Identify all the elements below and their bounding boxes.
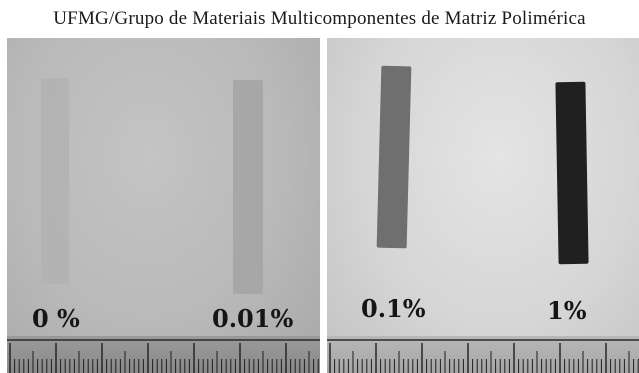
photo-panel-left: 0 % 0.01% [7,38,320,373]
film-strip-1-percent [555,81,589,265]
ruler-ticks-right [327,339,639,373]
ruler-right [327,336,639,373]
sample-label-0-percent: 0 % [32,304,80,333]
film-strip-0-percent [41,78,69,284]
photo-panel-right: 0.1% 1% [327,38,639,373]
film-strip-0-01-percent [233,80,263,294]
ruler-left [7,336,320,373]
sample-label-0-01-percent: 0.01% [212,304,294,333]
ruler-ticks-left [7,339,320,373]
sample-label-1-percent: 1% [547,296,587,325]
film-strip-0-1-percent [376,65,412,249]
sample-label-0-1-percent: 0.1% [361,294,426,323]
figure-caption: UFMG/Grupo de Materiais Multicomponentes… [53,8,586,29]
